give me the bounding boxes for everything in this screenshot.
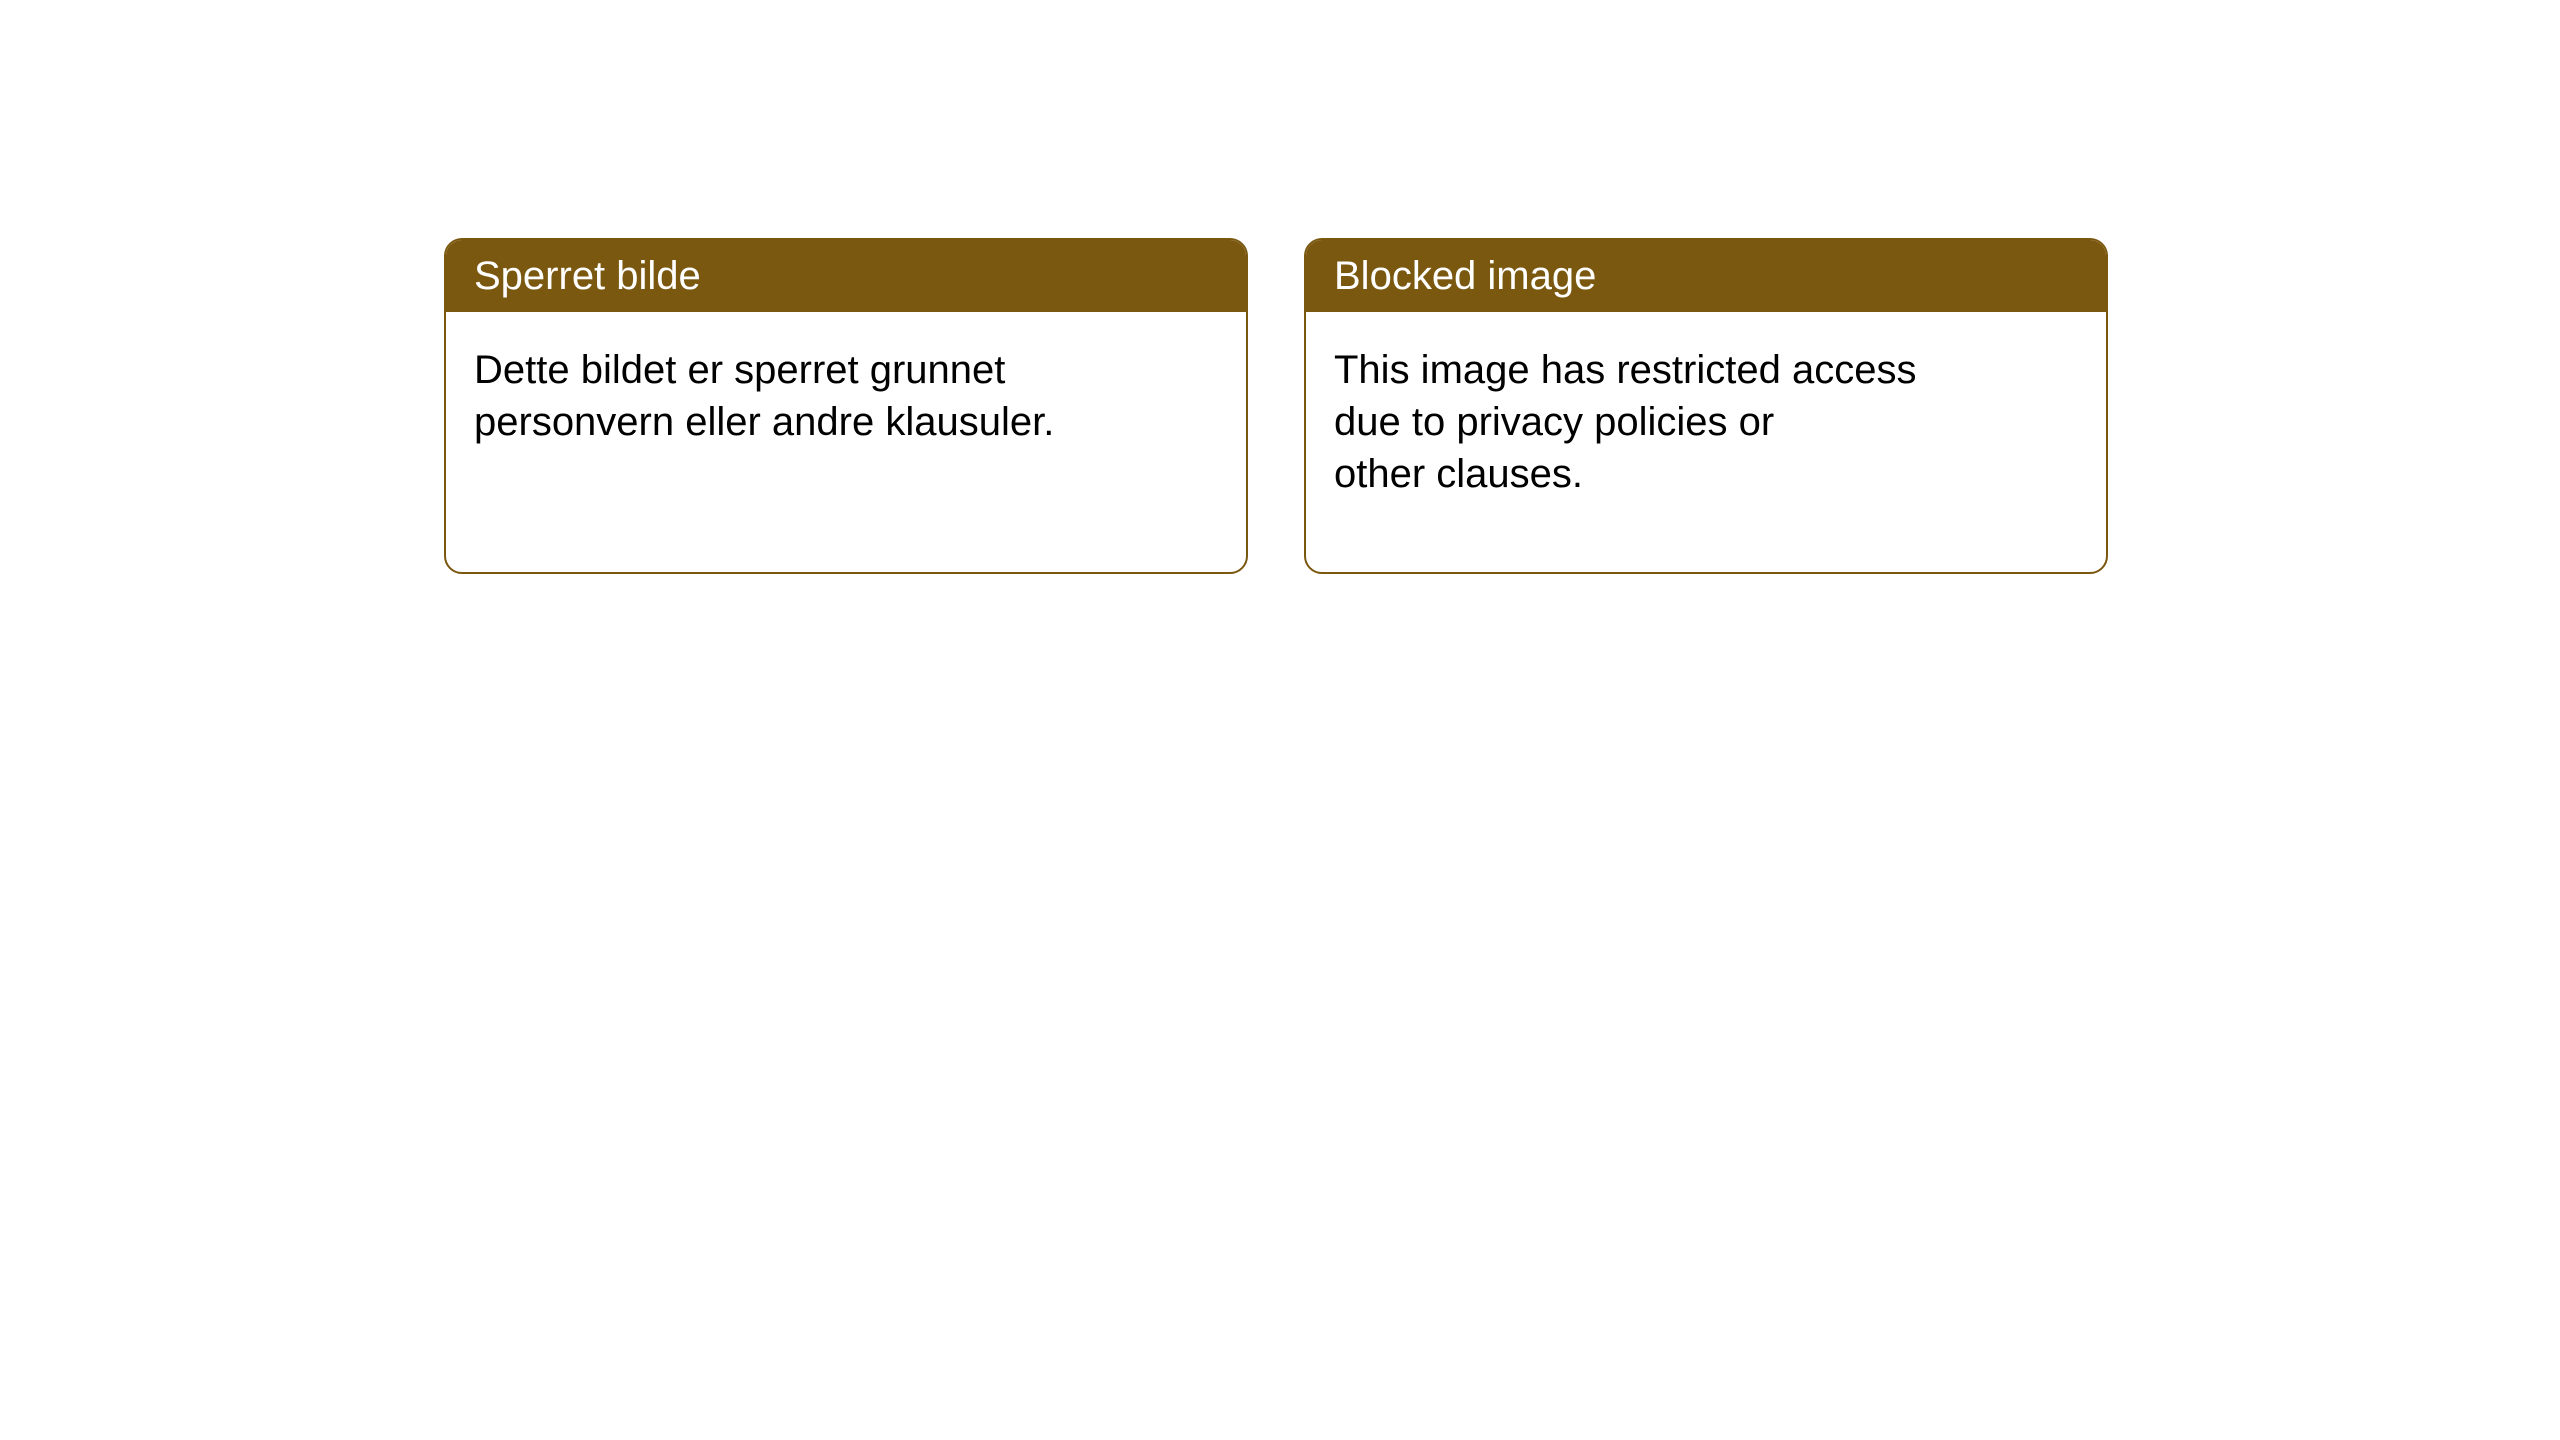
- notice-box-norwegian: Sperret bilde Dette bildet er sperret gr…: [444, 238, 1248, 574]
- notice-container: Sperret bilde Dette bildet er sperret gr…: [444, 238, 2108, 574]
- notice-body-english: This image has restricted access due to …: [1306, 312, 2106, 532]
- notice-title-english: Blocked image: [1306, 240, 2106, 312]
- notice-title-norwegian: Sperret bilde: [446, 240, 1246, 312]
- notice-body-norwegian: Dette bildet er sperret grunnet personve…: [446, 312, 1246, 480]
- notice-box-english: Blocked image This image has restricted …: [1304, 238, 2108, 574]
